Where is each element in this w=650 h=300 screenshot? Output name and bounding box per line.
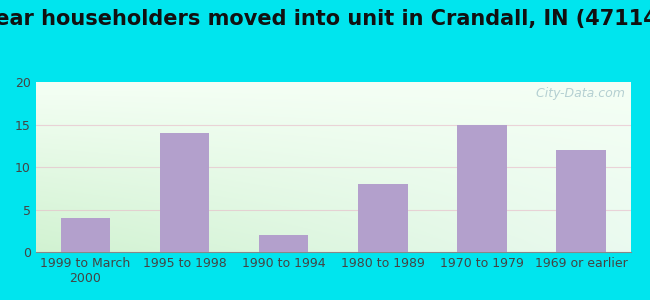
Bar xyxy=(259,235,308,252)
Bar xyxy=(457,124,506,252)
Text: Year householders moved into unit in Crandall, IN (47114): Year householders moved into unit in Cra… xyxy=(0,9,650,29)
Text: City-Data.com: City-Data.com xyxy=(528,87,625,100)
Bar xyxy=(556,150,606,252)
Bar xyxy=(60,218,110,252)
Bar xyxy=(358,184,408,252)
Bar xyxy=(160,133,209,252)
